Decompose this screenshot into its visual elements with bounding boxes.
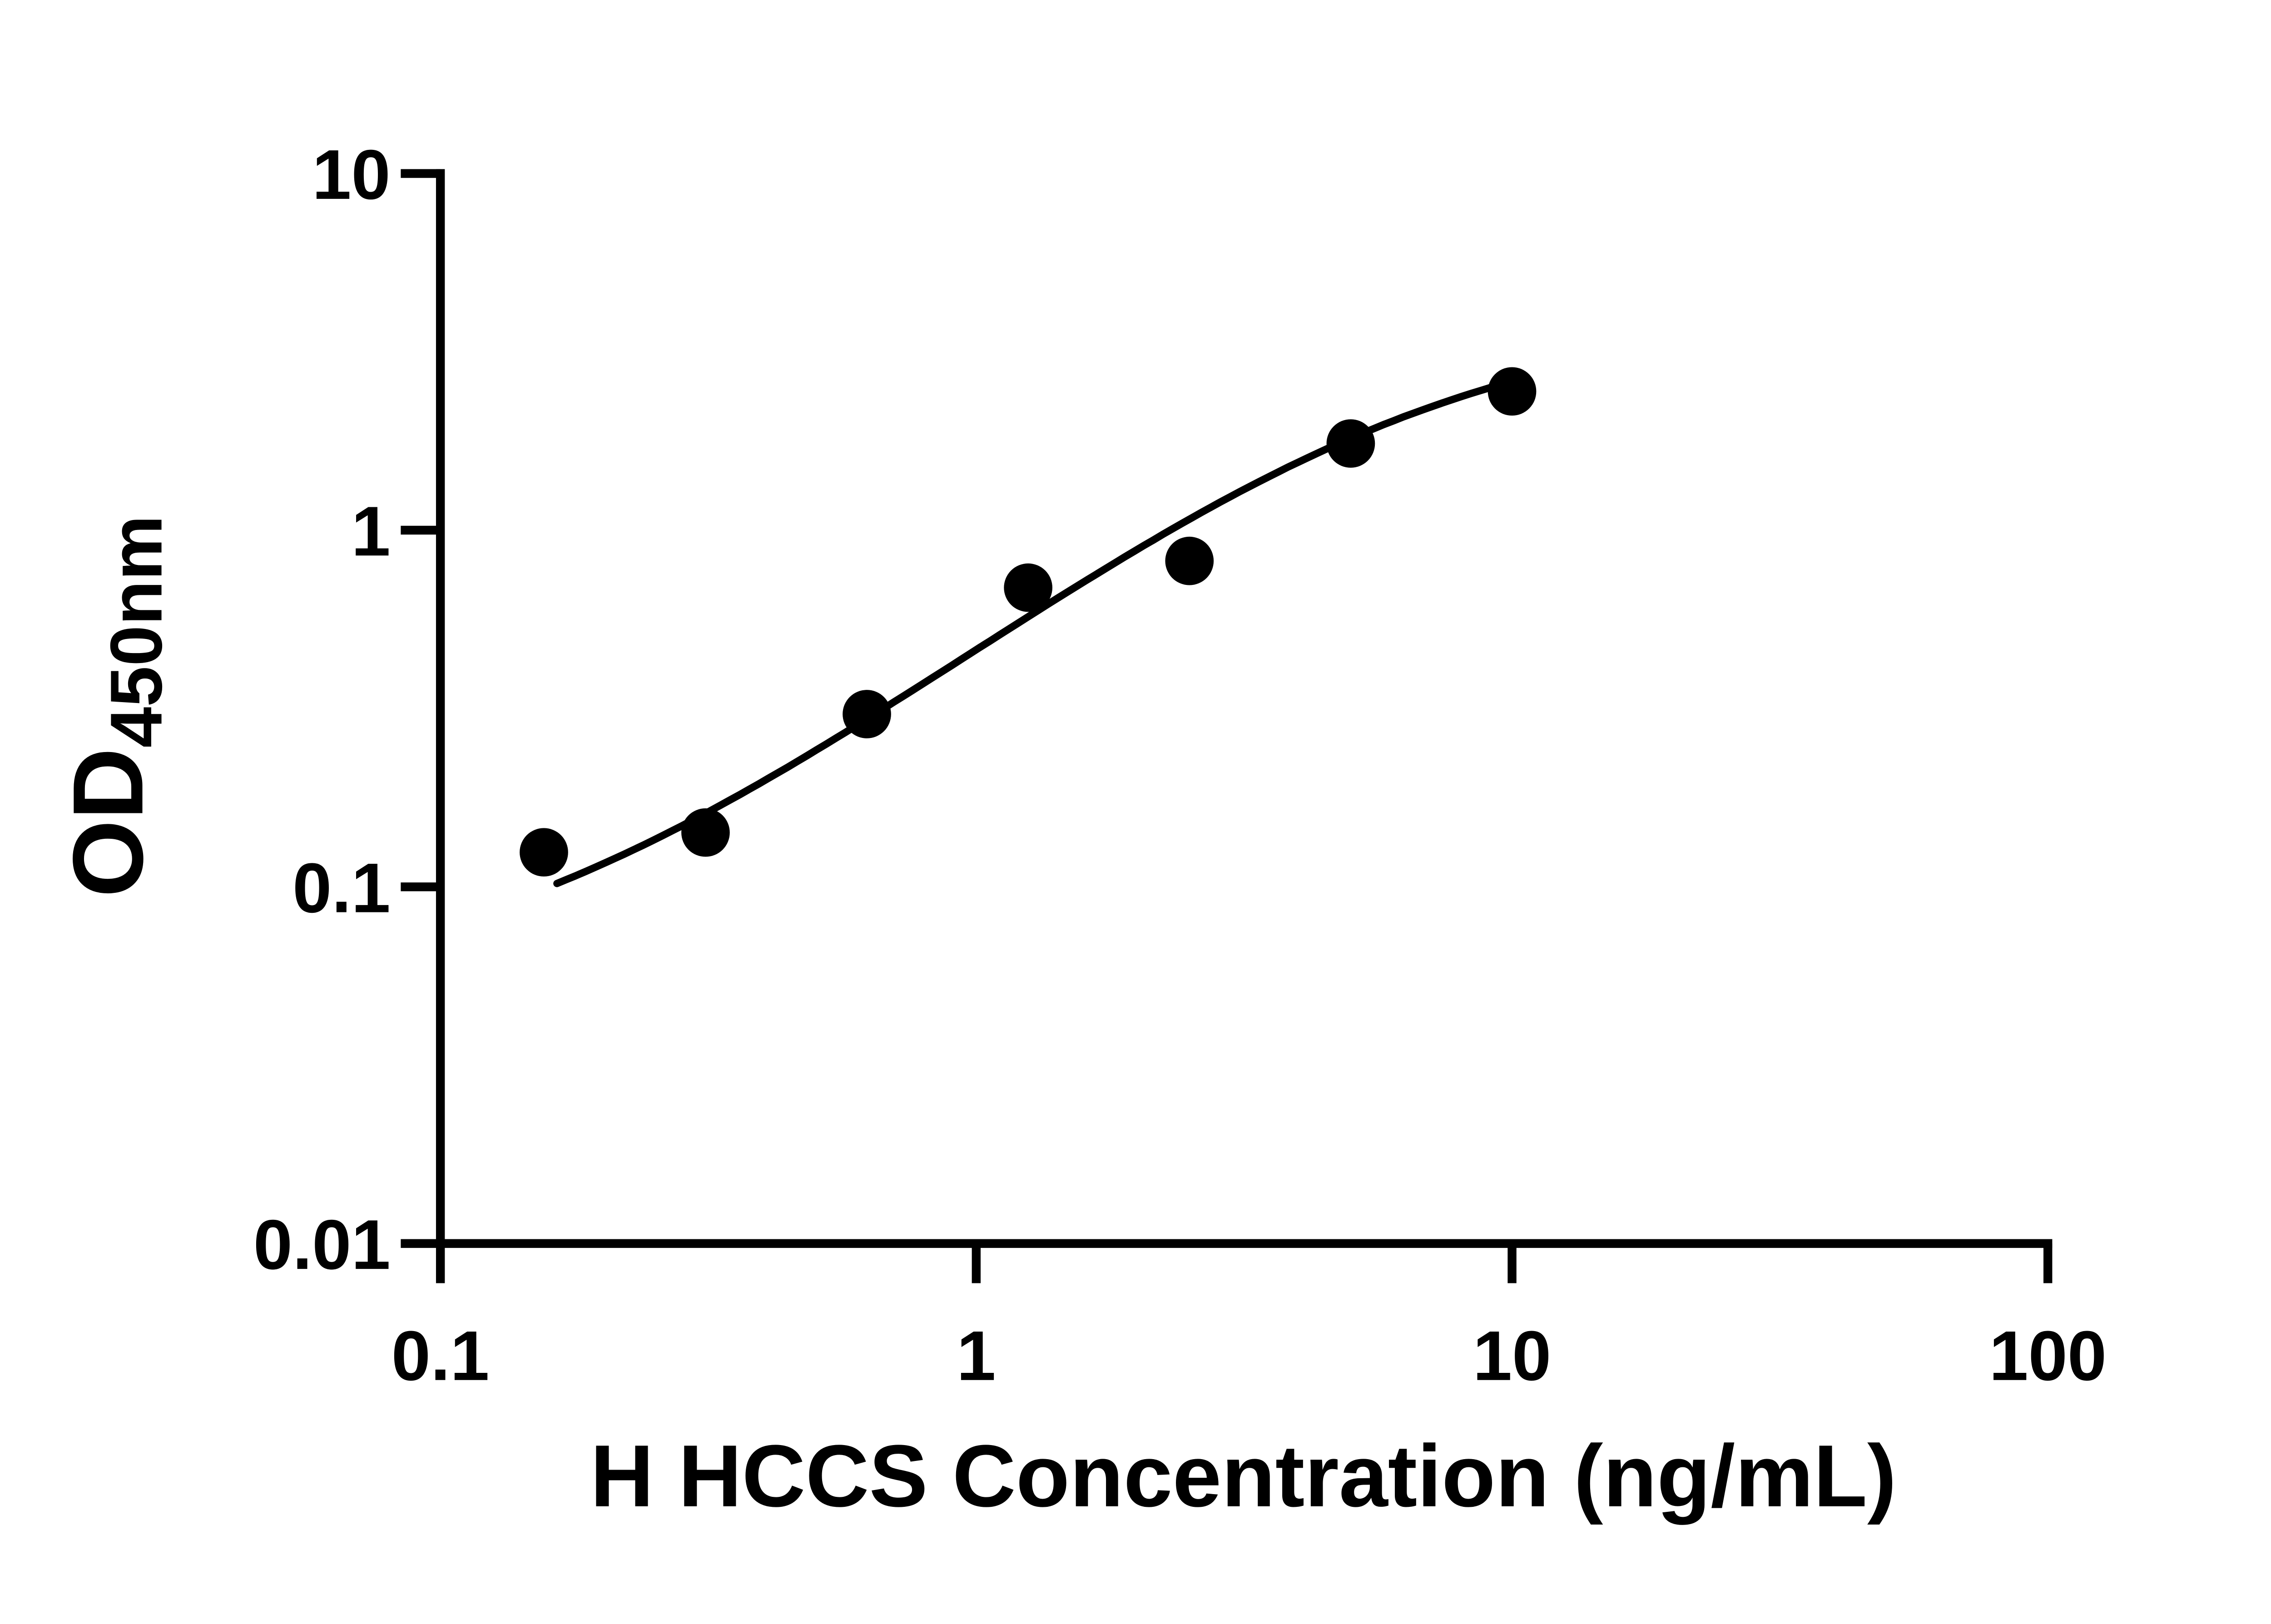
- x-axis-title: H HCCS Concentration (ng/mL): [590, 1427, 1896, 1525]
- data-point: [1326, 419, 1375, 468]
- data-point: [681, 808, 730, 857]
- y-tick-label: 1: [351, 492, 390, 570]
- x-tick-label: 0.1: [392, 1317, 490, 1395]
- data-point: [843, 690, 891, 738]
- axis-spines: [436, 169, 2053, 1248]
- plot-layer: [520, 367, 1537, 887]
- y-axis-title-sub: 450nm: [96, 515, 178, 748]
- y-axis-title: OD450nm: [52, 515, 178, 897]
- data-point: [1165, 536, 1214, 585]
- x-tick-label: 100: [1989, 1317, 2107, 1395]
- y-tick-label: 10: [312, 135, 391, 214]
- data-point: [520, 828, 568, 877]
- data-point: [1004, 563, 1052, 612]
- fit-curve-line: [553, 376, 1523, 887]
- x-tick-label: 10: [1473, 1317, 1552, 1395]
- y-tick-label: 0.01: [253, 1205, 391, 1284]
- y-axis-title-main: OD: [52, 748, 164, 897]
- data-point: [1488, 367, 1537, 416]
- x-tick-label: 1: [957, 1317, 996, 1395]
- y-tick-label: 0.1: [293, 849, 391, 927]
